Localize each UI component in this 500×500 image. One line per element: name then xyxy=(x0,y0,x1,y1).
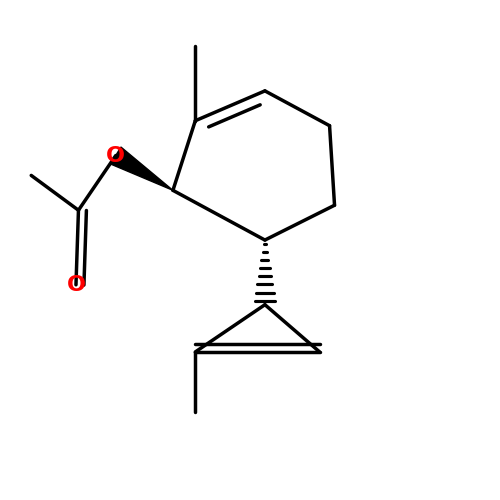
Text: O: O xyxy=(66,275,86,295)
Text: O: O xyxy=(106,146,125,166)
Polygon shape xyxy=(110,147,173,190)
